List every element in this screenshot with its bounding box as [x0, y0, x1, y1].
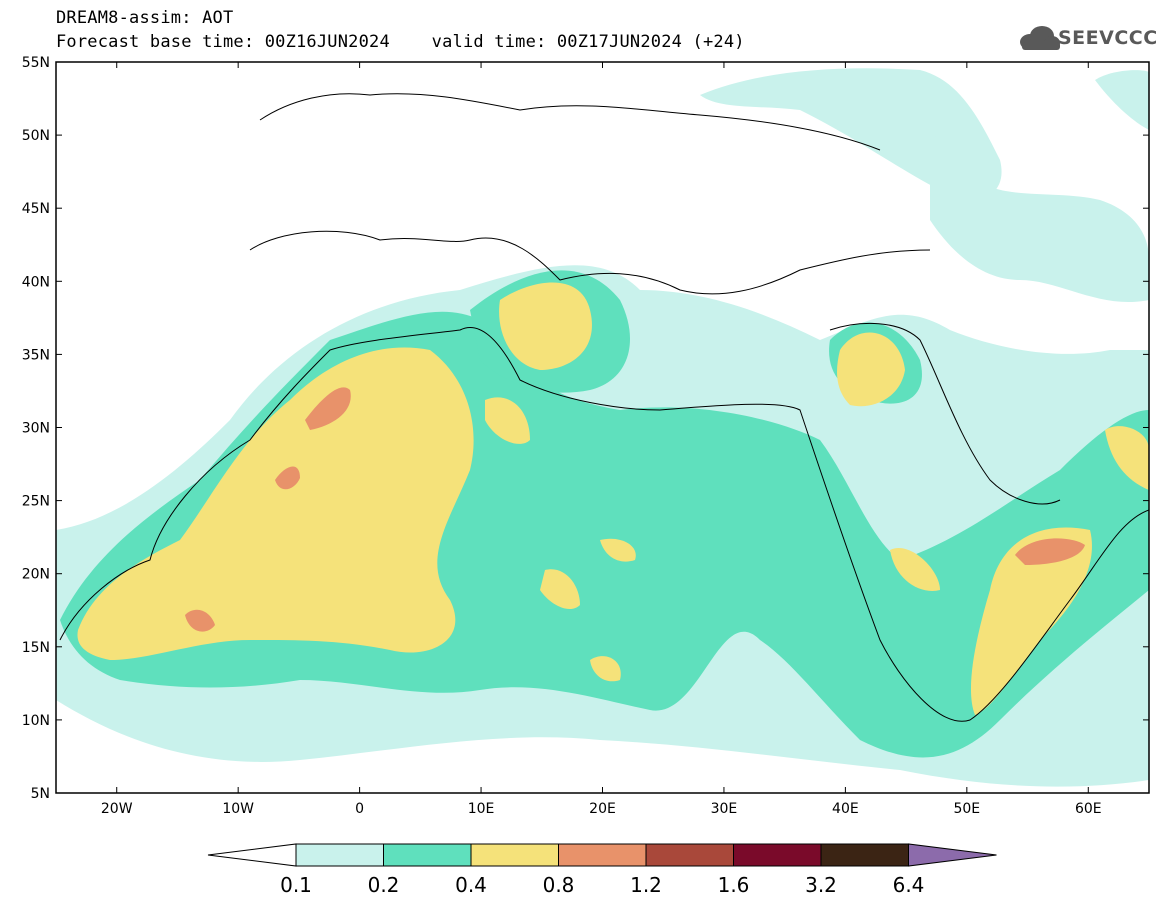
- forecast-time-line: Forecast base time: 00Z16JUN2024 valid t…: [56, 32, 745, 52]
- colorbar-swatch: [470, 843, 559, 867]
- logo-text: SEEVCCC: [1058, 27, 1158, 49]
- cloud-icon: [1020, 26, 1060, 50]
- lon-tick-label: 10E: [468, 801, 495, 817]
- lat-tick-label: 35N: [22, 347, 50, 363]
- colorbar-swatch: [645, 843, 734, 867]
- lon-tick-label: 10W: [222, 801, 254, 817]
- map-title: DREAM8-assim: AOT: [56, 8, 234, 28]
- colorbar-label: 1.6: [718, 873, 750, 897]
- aot-band-0.8: [185, 387, 1085, 632]
- lat-tick-label: 25N: [22, 494, 50, 510]
- lat-tick-label: 30N: [22, 421, 50, 437]
- lon-tick-label: 40E: [832, 801, 859, 817]
- lat-tick-label: 55N: [22, 55, 50, 71]
- lat-tick-label: 20N: [22, 567, 50, 583]
- lon-tick-label: 20W: [101, 801, 133, 817]
- colorbar-label: 6.4: [893, 873, 925, 897]
- colorbar-over-triangle: [908, 843, 997, 867]
- colorbar-label: 1.2: [630, 873, 662, 897]
- lon-tick-label: 30E: [711, 801, 738, 817]
- lat-tick-label: 50N: [22, 128, 50, 144]
- colorbar-label: 3.2: [805, 873, 837, 897]
- coastlines: [59, 93, 1149, 722]
- lon-tick-label: 0: [355, 801, 364, 817]
- lat-tick-label: 5N: [31, 786, 50, 802]
- colorbar-swatch: [820, 843, 909, 867]
- colorbar-label: 0.8: [543, 873, 575, 897]
- aot-band-0.4: [77, 282, 1149, 715]
- lat-axis: 55N 50N 45N 40N 35N 30N 25N 20N 15N 10N 5N: [22, 55, 1149, 802]
- lat-tick-label: 45N: [22, 201, 50, 217]
- colorbar-swatch: [295, 843, 384, 867]
- lon-tick-label: 60E: [1075, 801, 1102, 817]
- lat-tick-label: 15N: [22, 640, 50, 656]
- seevccc-logo: [1020, 26, 1060, 50]
- lon-tick-label: 50E: [953, 801, 980, 817]
- lon-axis: 20W 10W 0 10E 20E 30E 40E 50E 60E: [101, 62, 1102, 817]
- colorbar-label: 0.1: [280, 873, 312, 897]
- colorbar-under-triangle: [207, 843, 297, 867]
- lat-tick-label: 10N: [22, 713, 50, 729]
- colorbar-label: 0.2: [368, 873, 400, 897]
- lon-tick-label: 20E: [589, 801, 616, 817]
- colorbar-swatch: [383, 843, 472, 867]
- lat-tick-label: 40N: [22, 274, 50, 290]
- colorbar-label: 0.4: [455, 873, 487, 897]
- colorbar-swatch: [558, 843, 647, 867]
- colorbar-swatch: [733, 843, 822, 867]
